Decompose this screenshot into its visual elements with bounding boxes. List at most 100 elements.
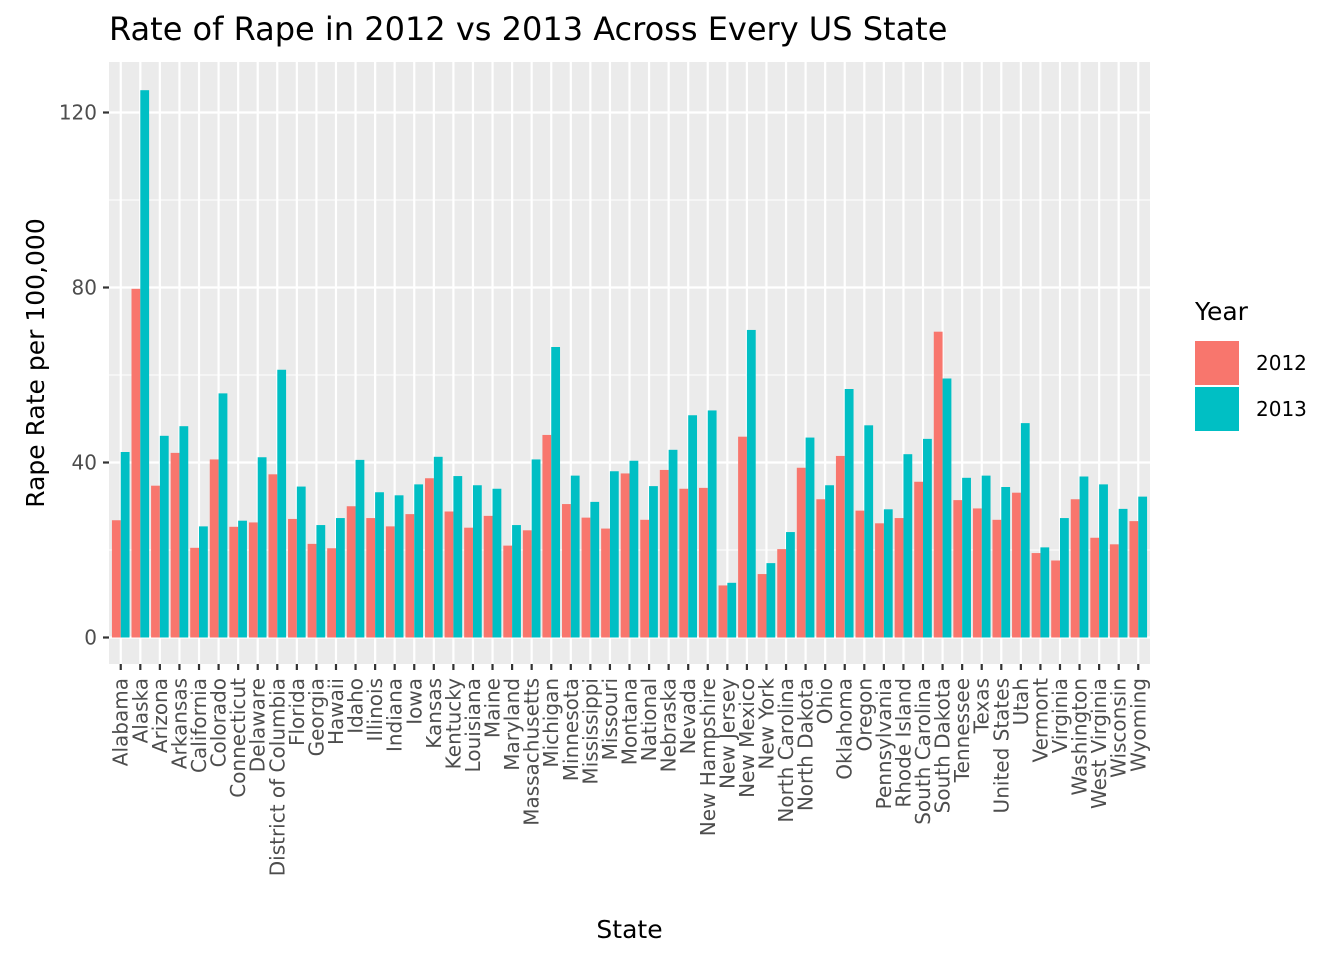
x-tick-label: Colorado bbox=[207, 678, 231, 767]
bar-2013-tennessee bbox=[962, 477, 971, 638]
bar-2013-louisiana bbox=[472, 485, 482, 638]
x-tick-label: Ohio bbox=[813, 678, 837, 724]
x-tick-label: United States bbox=[989, 678, 1013, 813]
y-tick-label: 120 bbox=[59, 101, 97, 125]
bar-2013-maine bbox=[492, 488, 502, 638]
bar-2012-virginia bbox=[1051, 560, 1060, 638]
bar-2012-texas bbox=[972, 508, 982, 638]
x-tick-label: Wyoming bbox=[1126, 678, 1150, 772]
x-tick-label: Arkansas bbox=[167, 678, 191, 769]
bar-2012-kentucky bbox=[444, 511, 454, 638]
bar-2012-tennessee bbox=[953, 500, 963, 638]
bar-2012-oklahoma bbox=[835, 455, 845, 638]
x-tick-label: South Dakota bbox=[931, 678, 955, 813]
x-tick-label: New York bbox=[754, 678, 778, 770]
bar-2013-north-dakota bbox=[805, 437, 815, 638]
bar-2012-colorado bbox=[209, 459, 219, 638]
bar-2013-missouri bbox=[609, 471, 619, 638]
x-tick-label: Hawaii bbox=[324, 678, 348, 745]
bar-2013-florida bbox=[296, 486, 306, 638]
legend-key-2012 bbox=[1195, 341, 1239, 385]
bar-2013-hawaii bbox=[335, 518, 345, 638]
bar-2012-united-states bbox=[992, 519, 1002, 638]
x-tick-label: Kentucky bbox=[441, 678, 465, 769]
legend: Year 2012 2013 bbox=[1194, 297, 1307, 431]
bar-2013-arkansas bbox=[179, 426, 189, 638]
bar-2013-massachusetts bbox=[531, 459, 541, 638]
x-tick-label: New Mexico bbox=[735, 678, 759, 798]
bar-2013-new-hampshire bbox=[707, 410, 717, 638]
chart-title: Rate of Rape in 2012 vs 2013 Across Ever… bbox=[109, 10, 947, 48]
x-tick-label: Indiana bbox=[383, 678, 407, 752]
bar-2013-virginia bbox=[1059, 518, 1069, 638]
x-tick-label: New Jersey bbox=[715, 678, 739, 789]
x-tick-label: Virginia bbox=[1048, 678, 1072, 753]
bar-2012-nevada bbox=[679, 488, 689, 638]
bar-2012-arkansas bbox=[170, 452, 180, 638]
bar-2013-oklahoma bbox=[844, 389, 854, 638]
legend-title: Year bbox=[1194, 297, 1249, 326]
bar-2013-montana bbox=[629, 460, 639, 638]
bar-2012-utah bbox=[1012, 492, 1021, 638]
bar-2012-louisiana bbox=[464, 527, 473, 638]
bar-2012-illinois bbox=[366, 518, 376, 638]
bar-2013-west-virginia bbox=[1099, 484, 1108, 638]
x-tick-label: Washington bbox=[1068, 678, 1092, 796]
x-tick-label: North Dakota bbox=[794, 678, 818, 811]
bar-2013-north-carolina bbox=[786, 532, 795, 638]
x-tick-label: Texas bbox=[970, 678, 994, 734]
bar-2013-alaska bbox=[140, 90, 150, 638]
bar-2012-idaho bbox=[346, 506, 356, 638]
bar-2012-iowa bbox=[405, 514, 415, 638]
y-axis-title: Rape Rate per 100,000 bbox=[21, 218, 50, 507]
x-tick-label: Maine bbox=[481, 678, 505, 738]
bar-2012-new-york bbox=[757, 574, 767, 638]
x-tick-label: Idaho bbox=[344, 678, 368, 734]
bar-2012-maryland bbox=[503, 545, 513, 638]
bar-2012-michigan bbox=[542, 434, 552, 638]
bar-2012-pennsylvania bbox=[875, 523, 884, 638]
x-tick-label: Kansas bbox=[422, 678, 446, 749]
x-tick-label: National bbox=[637, 678, 661, 761]
bar-2012-connecticut bbox=[229, 526, 239, 638]
x-tick-label: California bbox=[187, 678, 211, 773]
bar-2012-georgia bbox=[307, 543, 317, 638]
bar-2012-alabama bbox=[111, 520, 121, 638]
x-tick-label: Michigan bbox=[539, 678, 563, 768]
bar-2012-south-dakota bbox=[933, 331, 943, 638]
bar-2013-illinois bbox=[375, 492, 384, 638]
bar-2013-kentucky bbox=[453, 476, 463, 638]
x-tick-label: Vermont bbox=[1028, 678, 1052, 763]
legend-key-2013 bbox=[1195, 387, 1239, 431]
bar-2012-new-mexico bbox=[738, 436, 747, 638]
bar-2013-nebraska bbox=[668, 449, 678, 638]
bar-2012-wyoming bbox=[1129, 521, 1139, 638]
bar-2013-iowa bbox=[414, 484, 424, 638]
x-tick-label: Alabama bbox=[109, 678, 133, 766]
bar-2012-vermont bbox=[1031, 553, 1041, 638]
bar-2012-washington bbox=[1070, 499, 1080, 638]
bar-2013-wyoming bbox=[1138, 496, 1148, 638]
bar-2013-district-of-columbia bbox=[277, 369, 287, 638]
bar-2013-south-dakota bbox=[942, 378, 952, 638]
bar-2013-connecticut bbox=[238, 520, 247, 638]
bar-2012-new-hampshire bbox=[698, 487, 708, 638]
bar-2013-california bbox=[199, 526, 208, 638]
x-tick-label: Illinois bbox=[363, 678, 387, 741]
bar-2012-hawaii bbox=[327, 548, 336, 638]
bar-2013-south-carolina bbox=[923, 438, 932, 638]
x-tick-label: Maryland bbox=[500, 678, 524, 771]
bar-2012-south-carolina bbox=[914, 481, 924, 638]
bar-2012-indiana bbox=[385, 526, 395, 638]
x-axis-title: State bbox=[596, 915, 662, 944]
bar-2012-nebraska bbox=[659, 469, 669, 638]
bar-2012-delaware bbox=[248, 522, 258, 638]
bar-2013-pennsylvania bbox=[883, 509, 893, 638]
bar-2012-wisconsin bbox=[1109, 544, 1119, 638]
bars bbox=[111, 90, 1148, 638]
x-tick-label: Louisiana bbox=[461, 678, 485, 772]
x-tick-label: Nebraska bbox=[657, 678, 681, 772]
x-tick-label: Mississippi bbox=[578, 678, 602, 785]
bar-2013-national bbox=[649, 486, 658, 638]
